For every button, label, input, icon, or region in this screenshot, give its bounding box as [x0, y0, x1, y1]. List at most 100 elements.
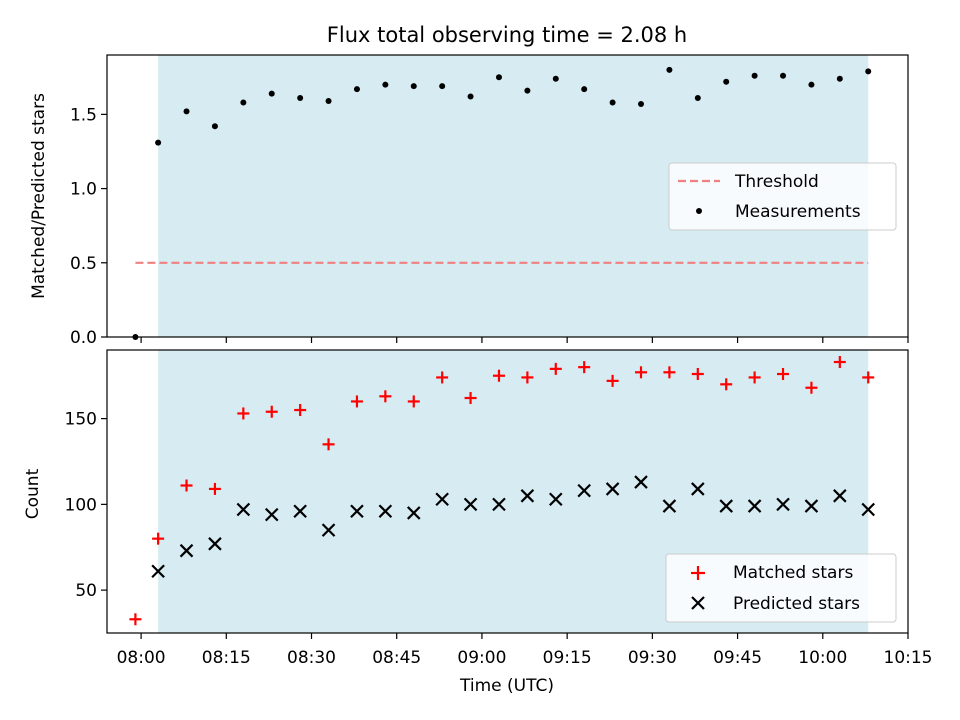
x-tick-label: 09:15 [543, 648, 592, 668]
measurement-point [155, 139, 162, 146]
y-tick-label: 1.0 [70, 180, 97, 200]
measurement-point [382, 81, 389, 88]
predicted-marker-b [634, 475, 648, 489]
matched-star-point [663, 366, 676, 379]
predicted-marker-b [605, 482, 620, 496]
measurement-point [353, 86, 360, 93]
x-tick-label: 08:15 [202, 648, 251, 668]
predicted-star-point [861, 502, 876, 517]
measurement-point [836, 75, 843, 82]
x-tick-label: 08:30 [287, 648, 336, 668]
predicted-marker-b [350, 504, 364, 519]
predicted-marker-b [747, 499, 762, 513]
predicted-star-point [691, 482, 705, 496]
predicted-star-point [321, 523, 336, 537]
matched-star-point [294, 404, 307, 417]
matched-star-point [407, 395, 420, 408]
measurement-point [495, 74, 502, 81]
legend-predicted-label: Predicted stars [733, 594, 860, 614]
top-axes-frame [106, 54, 909, 338]
matched-star-point [492, 369, 505, 382]
predicted-star-point [747, 499, 762, 513]
measurement-point [751, 72, 758, 79]
legend-matched-label: Matched stars [733, 563, 853, 583]
measurement-point [410, 83, 417, 90]
measurement-point [666, 66, 673, 73]
legend-threshold-label: Threshold [734, 172, 819, 192]
y-tick-label: 50 [75, 581, 97, 601]
measurement-point [297, 95, 304, 102]
predicted-marker-b [861, 502, 876, 517]
bottom-legend-box [665, 553, 897, 623]
matched-star-point [578, 361, 591, 374]
predicted-marker-b [463, 497, 478, 512]
predicted-star-point [378, 504, 393, 519]
x-tick-label: 10:15 [884, 648, 933, 668]
top-x-ticks [140, 337, 909, 343]
predicted-marker-b [406, 506, 421, 520]
y-tick-label: 0.0 [70, 328, 97, 348]
measurement-point [325, 98, 332, 105]
predicted-star-point [208, 537, 222, 551]
matched-star-point [833, 356, 846, 369]
matched-star-point [549, 362, 562, 375]
legend-predicted-swatch [691, 596, 705, 610]
predicted-marker-b [179, 543, 194, 558]
measurement-point [183, 108, 190, 115]
predicted-marker-b [293, 504, 307, 519]
x-tick-label: 09:45 [713, 648, 762, 668]
bottom-y-ticks: 50 100 150 [65, 410, 107, 601]
measurement-point [467, 93, 474, 100]
predicted-star-point [236, 502, 251, 517]
predicted-marker-b [520, 489, 535, 503]
matched-star-point [379, 390, 392, 403]
matched-star-point [777, 368, 790, 381]
predicted-star-point [719, 499, 733, 513]
predicted-star-point [549, 492, 563, 506]
matched-star-point [606, 374, 619, 387]
matched-star-point [464, 392, 477, 405]
matched-star-point [237, 407, 250, 420]
predicted-star-point [492, 497, 506, 512]
matched-star-point [350, 395, 363, 408]
matched-star-point [265, 405, 278, 418]
measurement-point [268, 90, 275, 97]
predicted-marker-b [492, 497, 506, 512]
predicted-marker-b [151, 564, 165, 579]
predicted-marker-b [577, 483, 591, 498]
predicted-star-point [406, 506, 421, 520]
predicted-marker-b [435, 492, 449, 506]
measurement-point [723, 78, 730, 85]
matched-star-point [208, 482, 221, 495]
y-tick-label: 1.5 [70, 105, 97, 125]
measurement-point [780, 72, 787, 79]
x-tick-label: 08:00 [117, 648, 166, 668]
top-panel: Flux total observing time = 2.08 h 0.00.… [29, 23, 909, 348]
legend-matched-swatch [691, 566, 705, 580]
predicted-star-point [634, 475, 648, 489]
top-y-axis-label: Matched/Predicted stars [29, 93, 49, 299]
predicted-marker-b [804, 499, 819, 513]
predicted-marker-b [264, 507, 279, 522]
predicted-marker-b [378, 504, 393, 519]
measurement-point [694, 95, 701, 102]
x-tick-label: 10:00 [798, 648, 847, 668]
y-tick-label: 0.5 [70, 254, 97, 274]
bottom-legend: Matched stars Predicted stars [665, 553, 897, 623]
predicted-star-point [605, 482, 620, 496]
matched-star-point [748, 371, 761, 384]
measurement-point [609, 99, 616, 106]
predicted-marker-b [691, 482, 705, 496]
legend-measurements-swatch [696, 208, 702, 214]
matched-star-point [635, 366, 647, 379]
measurement-point [552, 75, 559, 82]
bottom-x-ticks: 08:00 08:15 08:30 08:45 09:00 09:15 09:30 09:45… [117, 633, 933, 668]
measurement-point [581, 86, 588, 93]
y-tick-label: 100 [65, 495, 97, 515]
matched-star-point [152, 532, 165, 545]
predicted-star-point [662, 499, 677, 513]
chart-title: Flux total observing time = 2.08 h [327, 23, 687, 47]
top-y-ticks: 0.0 0.5 1.0 1.5 [70, 105, 107, 348]
predicted-star-point [520, 489, 535, 503]
